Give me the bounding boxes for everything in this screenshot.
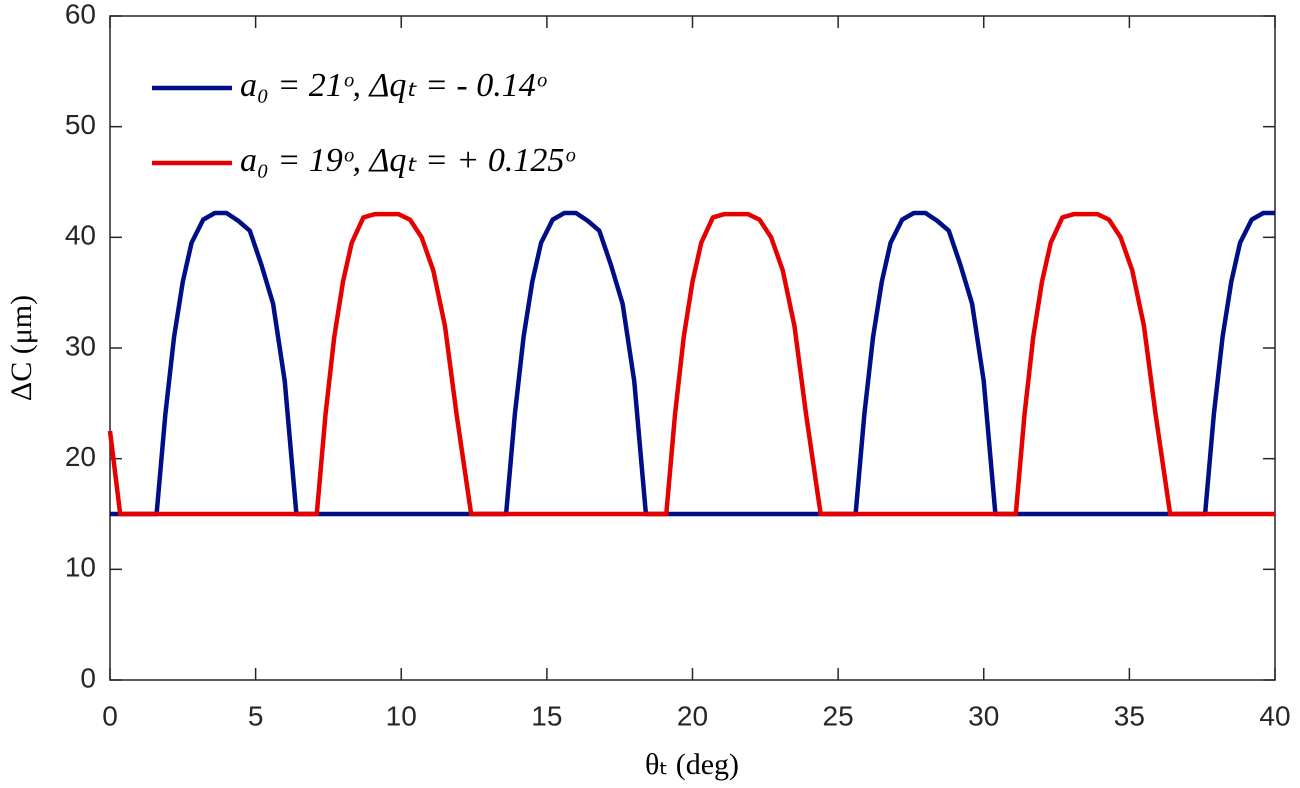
x-tick-label: 25 [823,700,854,731]
x-tick-label: 35 [1114,700,1145,731]
y-tick-label: 10 [65,552,96,583]
x-tick-label: 15 [531,700,562,731]
x-tick-label: 40 [1259,700,1290,731]
plot-frame [109,15,1276,681]
x-tick-label: 0 [102,700,118,731]
x-tick-label: 10 [386,700,417,731]
y-tick-label: 60 [65,0,96,29]
y-tick-label: 40 [65,220,96,251]
x-tick-label: 5 [248,700,264,731]
legend-label: a₀ = 19ᵒ, Δqₜ = + 0.125ᵒ [240,142,575,179]
y-axis-label: ΔC (μm) [5,295,38,401]
x-tick-label: 20 [677,700,708,731]
y-tick-label: 0 [80,662,96,693]
data-line [107,211,1275,517]
y-tick-label: 50 [65,109,96,140]
x-axis-label: θₜ (deg) [645,748,739,781]
y-tick-label: 20 [65,441,96,472]
data-line [110,210,1275,517]
y-tick-label: 30 [65,330,96,361]
x-tick-label: 30 [968,700,999,731]
legend-label: a₀ = 21ᵒ, Δqₜ = - 0.14ᵒ [240,67,547,104]
